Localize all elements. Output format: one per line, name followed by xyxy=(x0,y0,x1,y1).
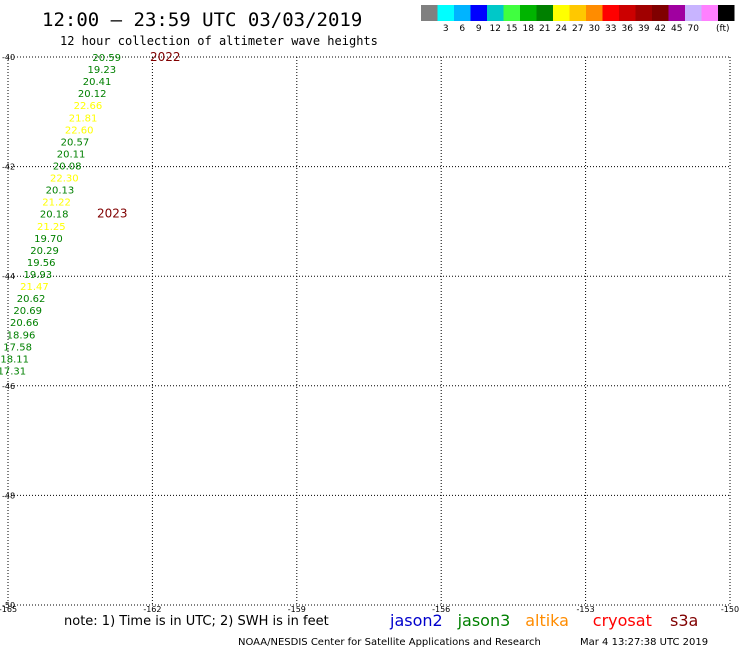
x-tick-label: -153 xyxy=(577,605,595,614)
scale-swatch xyxy=(685,5,702,21)
scale-label: 24 xyxy=(556,24,568,34)
scale-label: 42 xyxy=(655,24,666,34)
satellite-legend: jason2 jason3 altika cryosat s3a xyxy=(389,611,698,630)
scale-swatch xyxy=(635,5,652,21)
scale-label: 39 xyxy=(638,24,650,34)
y-tick-label: -48 xyxy=(2,491,15,500)
scale-swatch xyxy=(503,5,520,21)
y-tick-label: -46 xyxy=(2,382,15,391)
scale-swatch xyxy=(569,5,586,21)
scale-swatch xyxy=(718,5,735,21)
satellite-legend-entry: jason3 xyxy=(457,611,511,630)
wave-height-value: 19.70 xyxy=(34,234,63,245)
wave-height-value: 20.12 xyxy=(78,89,107,100)
scale-swatch xyxy=(421,5,438,21)
scale-label: 18 xyxy=(523,24,535,34)
wave-height-value: 21.81 xyxy=(69,113,98,124)
scale-unit: (ft) xyxy=(716,24,730,34)
wave-height-value: 18.11 xyxy=(0,354,29,365)
scale-swatch xyxy=(652,5,669,21)
scale-label: 33 xyxy=(605,24,616,34)
wave-height-value: 20.18 xyxy=(40,210,69,221)
scale-swatch xyxy=(536,5,553,21)
scale-label: 45 xyxy=(671,24,682,34)
scale-label: 70 xyxy=(688,24,700,34)
wave-height-value: 20.41 xyxy=(83,77,112,88)
scale-swatch xyxy=(619,5,636,21)
wave-height-value: 21.47 xyxy=(20,282,49,293)
y-tick-label: -42 xyxy=(2,163,15,172)
y-tick-label: -50 xyxy=(2,601,15,610)
x-tick-label: -159 xyxy=(288,605,306,614)
satellite-legend-entry: altika xyxy=(525,611,569,630)
plot-frame xyxy=(8,57,730,605)
scale-label: 3 xyxy=(443,24,449,34)
scale-swatch xyxy=(553,5,570,21)
grid xyxy=(7,56,731,606)
satellite-legend-entry: s3a xyxy=(670,611,698,630)
wave-height-labels: 20.5919.2320.4120.1222.6621.8122.6020.57… xyxy=(0,53,121,377)
wave-height-value: 19.23 xyxy=(88,65,117,76)
x-tick-label: -156 xyxy=(432,605,450,614)
note-text: note: 1) Time is in UTC; 2) SWH is in fe… xyxy=(64,614,329,629)
scale-label: 6 xyxy=(459,24,465,34)
wave-height-value: 20.57 xyxy=(61,137,90,148)
scale-swatch xyxy=(487,5,504,21)
wave-height-value: 19.56 xyxy=(27,258,56,269)
y-tick-label: -44 xyxy=(2,272,15,281)
wave-height-value: 20.13 xyxy=(46,186,75,197)
wave-height-value: 20.69 xyxy=(13,306,42,317)
wave-height-value: 20.66 xyxy=(10,318,39,329)
scale-label: 12 xyxy=(490,24,501,34)
x-tick-label: -162 xyxy=(143,605,161,614)
satellite-legend-entry: jason2 xyxy=(389,611,443,630)
wave-height-value: 22.60 xyxy=(65,125,94,136)
satellite-legend-entry: cryosat xyxy=(593,611,652,630)
x-axis-ticks: -165 -162 -159 -156 -153 -150 xyxy=(0,605,739,614)
scale-swatch xyxy=(602,5,619,21)
wave-height-value: 20.59 xyxy=(92,53,121,64)
wave-height-value: 22.66 xyxy=(74,101,103,112)
scale-label: 21 xyxy=(539,24,550,34)
timestamp-text: Mar 4 13:27:38 UTC 2019 xyxy=(580,637,708,648)
pass-labels: 2022 2023 xyxy=(97,50,180,221)
y-axis-ticks: -40 -42 -44 -46 -48 -50 xyxy=(2,53,15,610)
chart-subtitle: 12 hour collection of altimeter wave hei… xyxy=(60,34,378,48)
wave-height-value: 20.11 xyxy=(57,149,86,160)
scale-label: 30 xyxy=(589,24,601,34)
scale-label: 9 xyxy=(476,24,482,34)
wave-height-value: 20.62 xyxy=(17,294,46,305)
wave-height-value: 18.96 xyxy=(7,330,36,341)
wave-height-value: 20.08 xyxy=(53,162,82,173)
wave-height-value: 21.25 xyxy=(37,222,66,233)
scale-label: 36 xyxy=(622,24,634,34)
wave-height-value: 22.30 xyxy=(50,174,79,185)
x-tick-label: -150 xyxy=(721,605,739,614)
scale-swatch xyxy=(701,5,718,21)
wave-height-value: 17.58 xyxy=(3,342,32,353)
scale-label: 27 xyxy=(572,24,583,34)
pass-number-label: 2022 xyxy=(150,50,181,64)
y-tick-label: -40 xyxy=(2,53,15,62)
pass-number-label: 2023 xyxy=(97,207,128,221)
scale-swatch xyxy=(668,5,685,21)
credit-text: NOAA/NESDIS Center for Satellite Applica… xyxy=(238,637,541,648)
scale-swatch xyxy=(437,5,454,21)
plot-area: -165 -162 -159 -156 -153 -150 -40 -42 -44 -46 -48… xyxy=(0,50,739,614)
wave-height-value: 21.22 xyxy=(42,198,71,209)
chart-title: 12:00 – 23:59 UTC 03/03/2019 xyxy=(42,9,362,31)
wave-height-value: 17.31 xyxy=(0,366,26,377)
scale-swatch xyxy=(470,5,487,21)
scale-swatch xyxy=(454,5,471,21)
scale-label: 15 xyxy=(506,24,517,34)
wave-height-value: 19.93 xyxy=(24,270,53,281)
x-tick-label: -165 xyxy=(0,605,17,614)
color-scale: 3 6 9 12 15 18 21 24 27 30 33 36 39 42 45 70 xyxy=(421,5,735,34)
wave-height-value: 20.29 xyxy=(30,246,59,257)
scale-swatch xyxy=(520,5,537,21)
scale-swatch xyxy=(586,5,603,21)
